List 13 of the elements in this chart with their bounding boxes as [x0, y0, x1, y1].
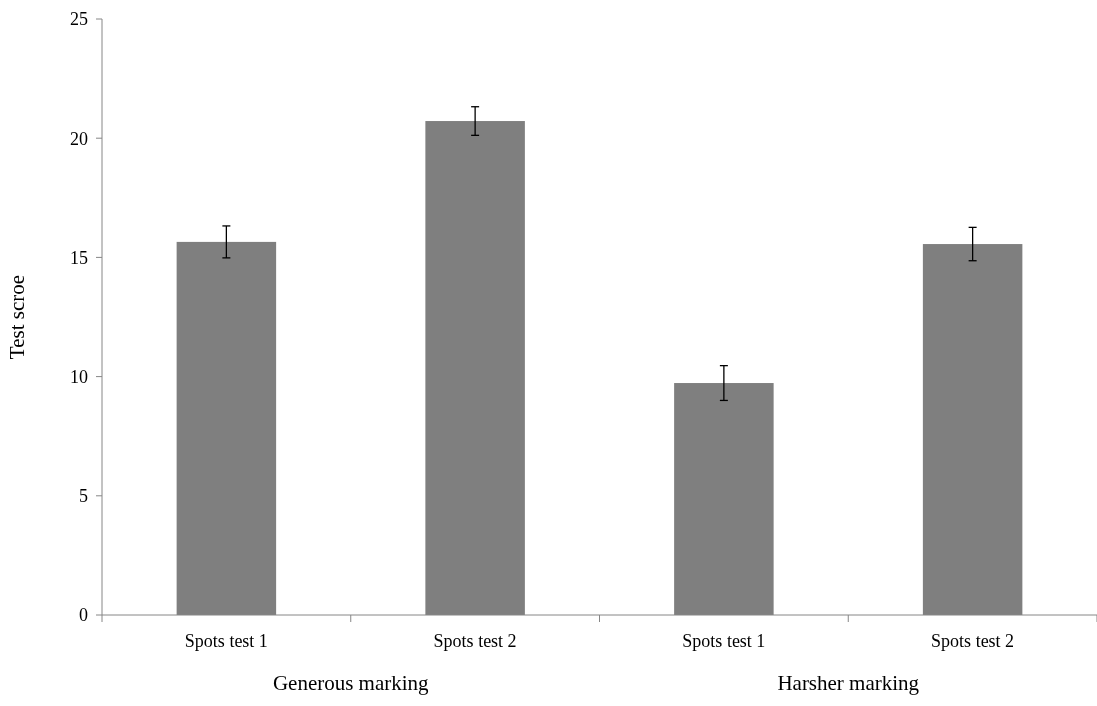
x-tick-label: Spots test 2 — [433, 631, 517, 651]
text: Generous marking — [272, 671, 430, 695]
y-tick-label: 20 — [70, 128, 88, 149]
y-axis-title: Test scroe — [5, 274, 29, 360]
y-tick-label: 5 — [79, 486, 88, 507]
text: Harsher marking — [777, 671, 920, 695]
y-tick-label: 0 — [79, 605, 88, 626]
x-tick-label: Spots test 1 — [184, 631, 268, 651]
x-tick-label: Spots test 1 — [682, 631, 766, 651]
y-tick-label: 25 — [70, 9, 88, 30]
y-tick-label: 15 — [70, 247, 88, 268]
y-tick-label: 10 — [70, 366, 88, 387]
x-tick-label: Spots test 2 — [931, 631, 1015, 651]
